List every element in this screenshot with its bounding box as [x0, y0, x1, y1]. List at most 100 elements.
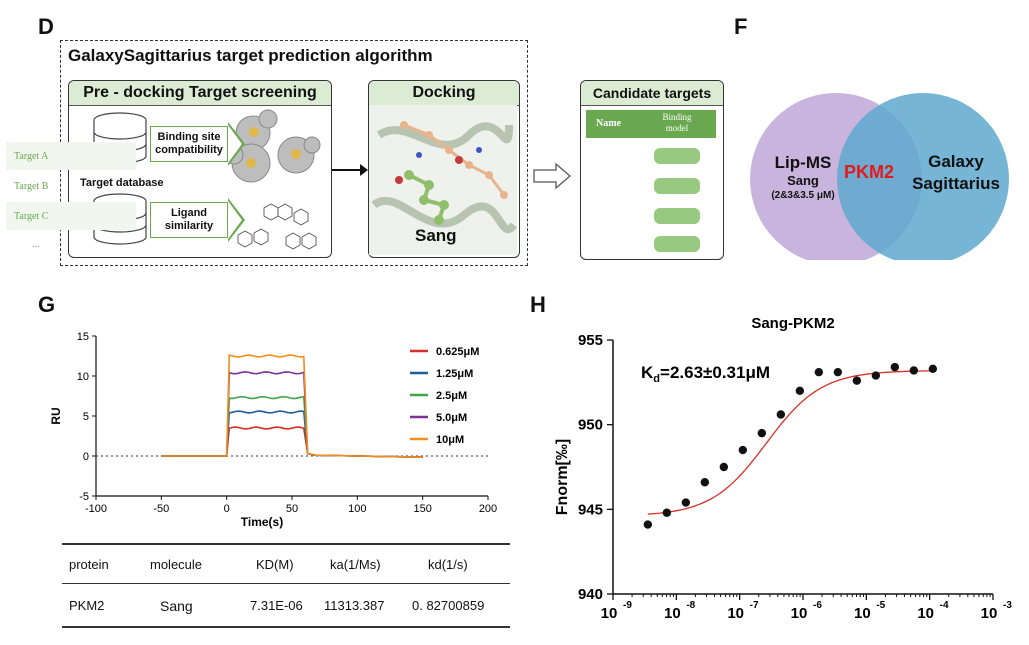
venn-left-sub: Sang [787, 173, 819, 188]
x-tick-label: 10 [791, 605, 808, 622]
panel-letter-h: H [530, 292, 546, 317]
y-tick-label: 940 [578, 586, 603, 603]
data-point [928, 364, 938, 373]
x-tick-label: 10 [854, 605, 871, 622]
candidate-row: Target B [6, 172, 136, 200]
data-point [852, 376, 862, 385]
venn-circle-galaxy [837, 93, 1009, 260]
candidate-targets-title: Candidate targets [581, 81, 723, 106]
candidate-header-row [586, 110, 716, 138]
y-tick-label: 945 [578, 501, 603, 518]
venn-diagram [750, 93, 1009, 260]
x-tick-label: -100 [85, 503, 107, 515]
series-line [161, 395, 423, 458]
data-point [795, 386, 805, 395]
venn-right-line2: Sagittarius [912, 174, 1000, 193]
venn-right-line1: Galaxy [928, 152, 984, 171]
x-tick-label: 10 [981, 605, 998, 622]
x-tick-label: 100 [348, 503, 366, 515]
hollow-arrow-icon [533, 162, 571, 190]
x-tick-label: 10 [727, 605, 744, 622]
x-tick-label: 10 [601, 605, 618, 622]
sang-label: Sang [415, 226, 457, 245]
binding-model-thumbnails [654, 148, 700, 252]
table-cell-molecule: Sang [160, 598, 193, 614]
candidate-col-model: Binding model [662, 112, 692, 133]
docking-title: Docking [369, 81, 519, 106]
venn-center-label: PKM2 [844, 162, 895, 182]
x-tick-label: 200 [479, 503, 497, 515]
table-cell-kd-off: 0. 82700859 [412, 598, 485, 613]
kd-annotation-value: =2.63±0.31μM [660, 363, 770, 382]
candidate-name: ... [32, 238, 40, 250]
x-tick-label: 10 [917, 605, 934, 622]
data-point [662, 508, 672, 517]
candidate-row: ... [6, 230, 136, 258]
ligand-structure-icon [237, 203, 317, 250]
x-tick-exponent: -7 [750, 600, 759, 611]
x-tick-exponent: -8 [686, 600, 695, 611]
data-point [757, 428, 767, 438]
x-tick-exponent: -6 [813, 600, 822, 611]
data-point [909, 366, 919, 375]
candidate-name: Target C [14, 210, 49, 222]
x-tick-exponent: -9 [623, 600, 632, 611]
y-tick-label: 5 [83, 411, 89, 423]
x-axis-label: Time(s) [241, 515, 283, 529]
table-bottom-rule [62, 626, 510, 628]
binding-site-arrow: Binding site compatibility [150, 126, 228, 162]
table-top-rule [62, 543, 510, 545]
data-point [719, 462, 729, 472]
series-line [161, 354, 423, 458]
x-tick-exponent: -5 [876, 600, 885, 611]
candidate-col-name: Name [596, 118, 621, 129]
data-point [643, 520, 653, 529]
data-point [890, 362, 900, 372]
table-cell-kd: 7.31E-06 [250, 598, 303, 613]
y-tick-label: 10 [77, 371, 89, 383]
x-tick-label: 0 [224, 503, 230, 515]
data-point [738, 445, 748, 455]
x-tick-label: 150 [413, 503, 431, 515]
series-line [161, 426, 423, 458]
x-tick-label: 10 [664, 605, 681, 622]
table-header-kd-off: kd(1/s) [428, 557, 468, 572]
legend-label: 2.5μM [436, 390, 467, 402]
kd-annotation: Kd=2.63±0.31μM [641, 363, 770, 385]
candidate-row: Target A [6, 142, 136, 170]
data-point [871, 371, 881, 380]
y-axis-label: RU [49, 407, 63, 424]
venn-left-conc: (2&3&3.5 μM) [771, 190, 835, 201]
table-header-molecule: molecule [150, 557, 203, 572]
algorithm-title: GalaxySagittarius target prediction algo… [68, 46, 433, 65]
series-line [161, 371, 423, 458]
target-database-label: Target database [80, 177, 164, 189]
panel-letter-f: F [734, 14, 748, 39]
prescreen-title: Pre - docking Target screening [69, 81, 331, 106]
table-cell-ka: 11313.387 [324, 598, 385, 613]
docking-structure-image [369, 105, 517, 255]
arrow-to-docking-icon [332, 164, 368, 176]
data-point [776, 410, 786, 419]
y-tick-label: 15 [77, 331, 89, 343]
kd-annotation-k: K [641, 363, 654, 382]
x-tick-label: -50 [153, 503, 169, 515]
data-point [833, 367, 843, 377]
table-cell-protein: PKM2 [69, 598, 105, 613]
fit-curve [647, 370, 933, 515]
legend-label: 10μM [436, 434, 464, 446]
binding-site-label: Binding site compatibility [155, 130, 223, 156]
candidate-name: Target B [14, 180, 49, 192]
y-tick-label: 0 [83, 451, 89, 463]
table-header-protein: protein [69, 557, 109, 572]
table-mid-rule [62, 583, 510, 584]
y-tick-label: 955 [578, 332, 603, 349]
y-tick-label: -5 [79, 491, 89, 503]
panel-letter-g: G [38, 292, 56, 317]
ligand-similarity-arrow: Ligand similarity [150, 202, 228, 238]
candidate-name: Target A [14, 150, 49, 162]
kd-annotation-sub: d [653, 373, 660, 385]
legend-label: 0.625μM [436, 346, 479, 358]
